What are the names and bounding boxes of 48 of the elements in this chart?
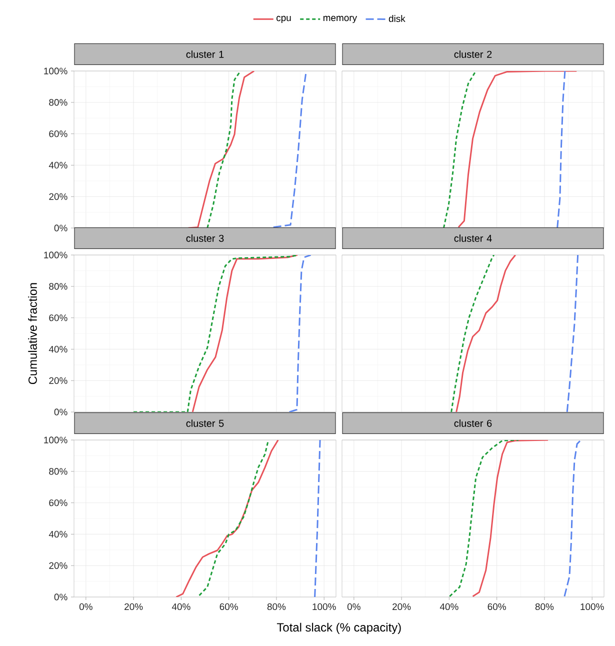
x-tick-label: 100%	[312, 603, 336, 610]
legend-label: memory	[323, 16, 358, 23]
x-tick-label: 100%	[580, 603, 604, 610]
chart-title: cluster 3	[186, 234, 224, 242]
chart-title: cluster 4	[454, 234, 492, 242]
x-tick-label: 0%	[79, 603, 92, 610]
chart-title: cluster 5	[186, 420, 224, 427]
line-series	[132, 254, 298, 412]
y-tick-label: 80%	[49, 283, 68, 290]
y-tick-label: 60%	[49, 314, 68, 322]
y-tick-label: 100%	[44, 252, 68, 258]
y-tick-label: 100%	[44, 68, 68, 74]
y-tick-label: 0%	[54, 594, 68, 600]
y-tick-label: 40%	[48, 162, 68, 169]
y-tick-label: 40%	[48, 530, 68, 538]
y-tick-label: 40%	[48, 346, 68, 353]
x-tick-label: 20%	[392, 603, 411, 610]
x-tick-label: 60%	[488, 603, 506, 610]
y-tick-label: 100%	[44, 436, 68, 444]
chart-title: cluster 2	[454, 50, 492, 58]
y-tick-label: 60%	[49, 130, 68, 138]
x-tick-label: 0%	[347, 603, 360, 610]
y-axis-title: Cumulative fraction	[28, 283, 37, 384]
y-tick-label: 20%	[49, 562, 68, 569]
y-tick-label: 80%	[49, 99, 68, 106]
x-tick-label: 40%	[172, 603, 190, 610]
chart-title: cluster 6	[454, 420, 492, 427]
y-tick-label: 80%	[49, 468, 68, 475]
line-series	[198, 440, 270, 596]
x-tick-label: 40%	[440, 603, 458, 610]
y-tick-label: 20%	[49, 377, 68, 384]
line-series	[192, 254, 298, 412]
y-tick-label: 20%	[49, 193, 68, 200]
legend-label: cpu	[276, 16, 291, 23]
line-series	[175, 440, 279, 597]
y-tick-label: 0%	[54, 408, 68, 416]
x-axis-title: Total slack (% capacity)	[276, 622, 401, 634]
x-tick-label: 60%	[220, 603, 238, 610]
legend-label: disk	[388, 15, 406, 22]
y-tick-label: 0%	[54, 224, 68, 232]
x-tick-label: 80%	[267, 603, 286, 610]
x-tick-label: 80%	[535, 603, 554, 610]
line-series	[188, 70, 255, 228]
line-series	[206, 70, 242, 228]
x-tick-label: 20%	[124, 603, 143, 610]
chart-title: cluster 1	[186, 50, 224, 58]
y-tick-label: 60%	[49, 499, 68, 506]
line-series	[288, 254, 312, 412]
